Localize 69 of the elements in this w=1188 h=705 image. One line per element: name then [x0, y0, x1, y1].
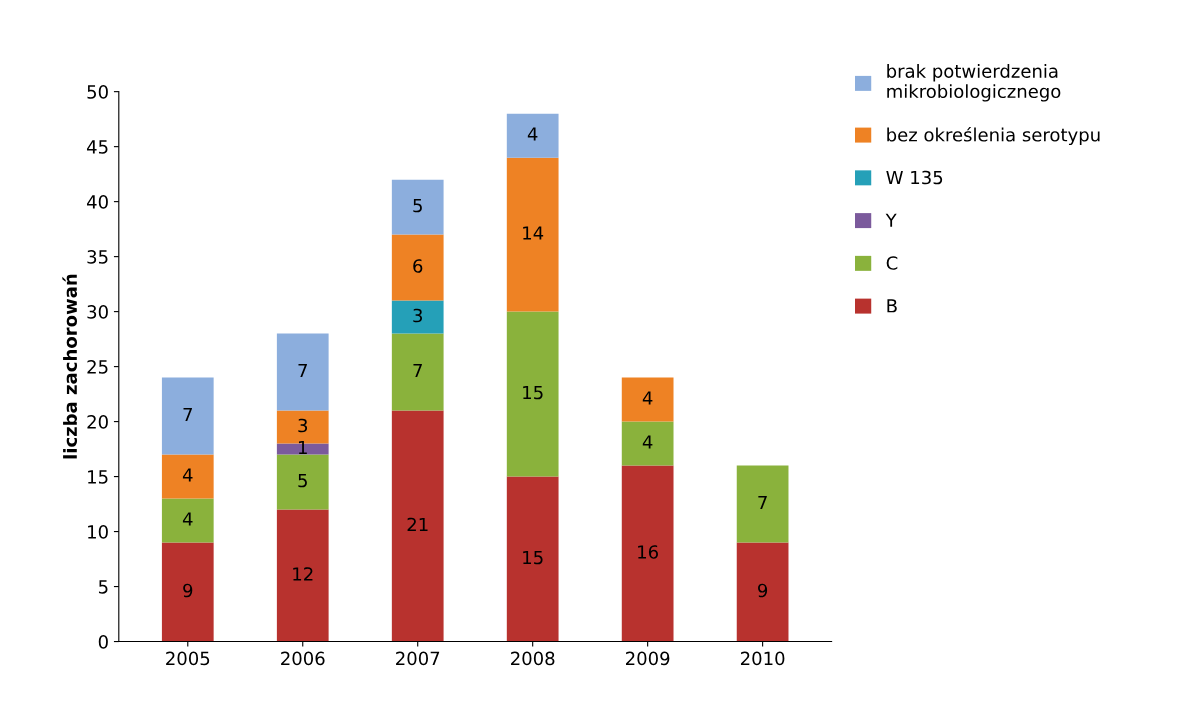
data-label: 1 [298, 440, 307, 455]
bar [276, 333, 329, 411]
legend-label: Y [885, 213, 897, 227]
y-tick-label: 25 [87, 360, 108, 374]
data-label: 9 [183, 583, 193, 598]
y-tick-label: 15 [88, 470, 108, 484]
legend-label: C [886, 256, 898, 270]
bar [506, 157, 559, 312]
bar [276, 443, 329, 455]
legend-label: brak potwierdzenia mikrobiologicznego [887, 63, 1061, 102]
bar [391, 300, 444, 334]
y-tick-label: 20 [87, 415, 108, 429]
data-label: 7 [298, 363, 307, 378]
data-label: 14 [523, 226, 544, 240]
data-label: 6 [413, 259, 423, 273]
bar [161, 498, 214, 543]
bar [161, 454, 214, 499]
y-tick-label: 50 [87, 85, 108, 99]
data-label: 5 [298, 473, 307, 488]
data-label: 7 [183, 407, 192, 422]
data-label: 5 [413, 198, 422, 213]
data-label: 16 [638, 545, 658, 559]
data-label: 3 [413, 308, 423, 323]
y-tick-label: 0 [98, 635, 108, 649]
data-label: 3 [298, 418, 308, 433]
bar [391, 410, 444, 642]
bar [276, 509, 329, 642]
y-axis-title: liczba zachorowań [62, 274, 78, 459]
y-tick-label: 45 [86, 140, 108, 154]
legend-label: W 135 [886, 170, 943, 185]
bar [276, 454, 329, 510]
data-label: 4 [182, 512, 193, 526]
data-label: 4 [527, 127, 538, 141]
data-label: 7 [413, 363, 422, 378]
bar [506, 113, 559, 158]
legend-label: B [887, 299, 897, 313]
data-label: 12 [293, 567, 313, 581]
bar [161, 542, 214, 642]
data-label: 4 [642, 391, 653, 405]
y-tick-label: 40 [86, 195, 108, 209]
data-label: 7 [758, 495, 767, 510]
y-tick-label: 35 [87, 250, 108, 264]
x-tick-label: 2006 [281, 651, 325, 666]
x-tick-label: 2007 [396, 651, 440, 666]
x-tick-label: 2010 [740, 651, 785, 666]
bar [506, 311, 559, 477]
bar [391, 234, 444, 301]
legend-label: bez określenia serotypu [887, 126, 1100, 146]
bar [506, 476, 559, 642]
bar [391, 333, 444, 411]
data-label: 15 [523, 385, 543, 400]
data-label: 4 [182, 468, 193, 482]
y-tick-label: 5 [98, 580, 108, 594]
data-label: 15 [523, 550, 543, 565]
x-tick-label: 2005 [166, 651, 210, 666]
x-tick-label: 2008 [511, 651, 555, 666]
y-tick-label: 30 [87, 305, 108, 319]
bar [161, 377, 214, 455]
bar [621, 421, 674, 466]
bar [736, 542, 789, 642]
data-label: 9 [758, 583, 768, 598]
data-label: 4 [642, 435, 653, 449]
x-tick-label: 2009 [626, 651, 670, 666]
y-tick-label: 10 [88, 525, 108, 539]
bar [736, 465, 789, 543]
bar [391, 179, 444, 235]
data-label: 21 [407, 517, 428, 532]
bar [621, 465, 674, 642]
bar [621, 377, 674, 422]
